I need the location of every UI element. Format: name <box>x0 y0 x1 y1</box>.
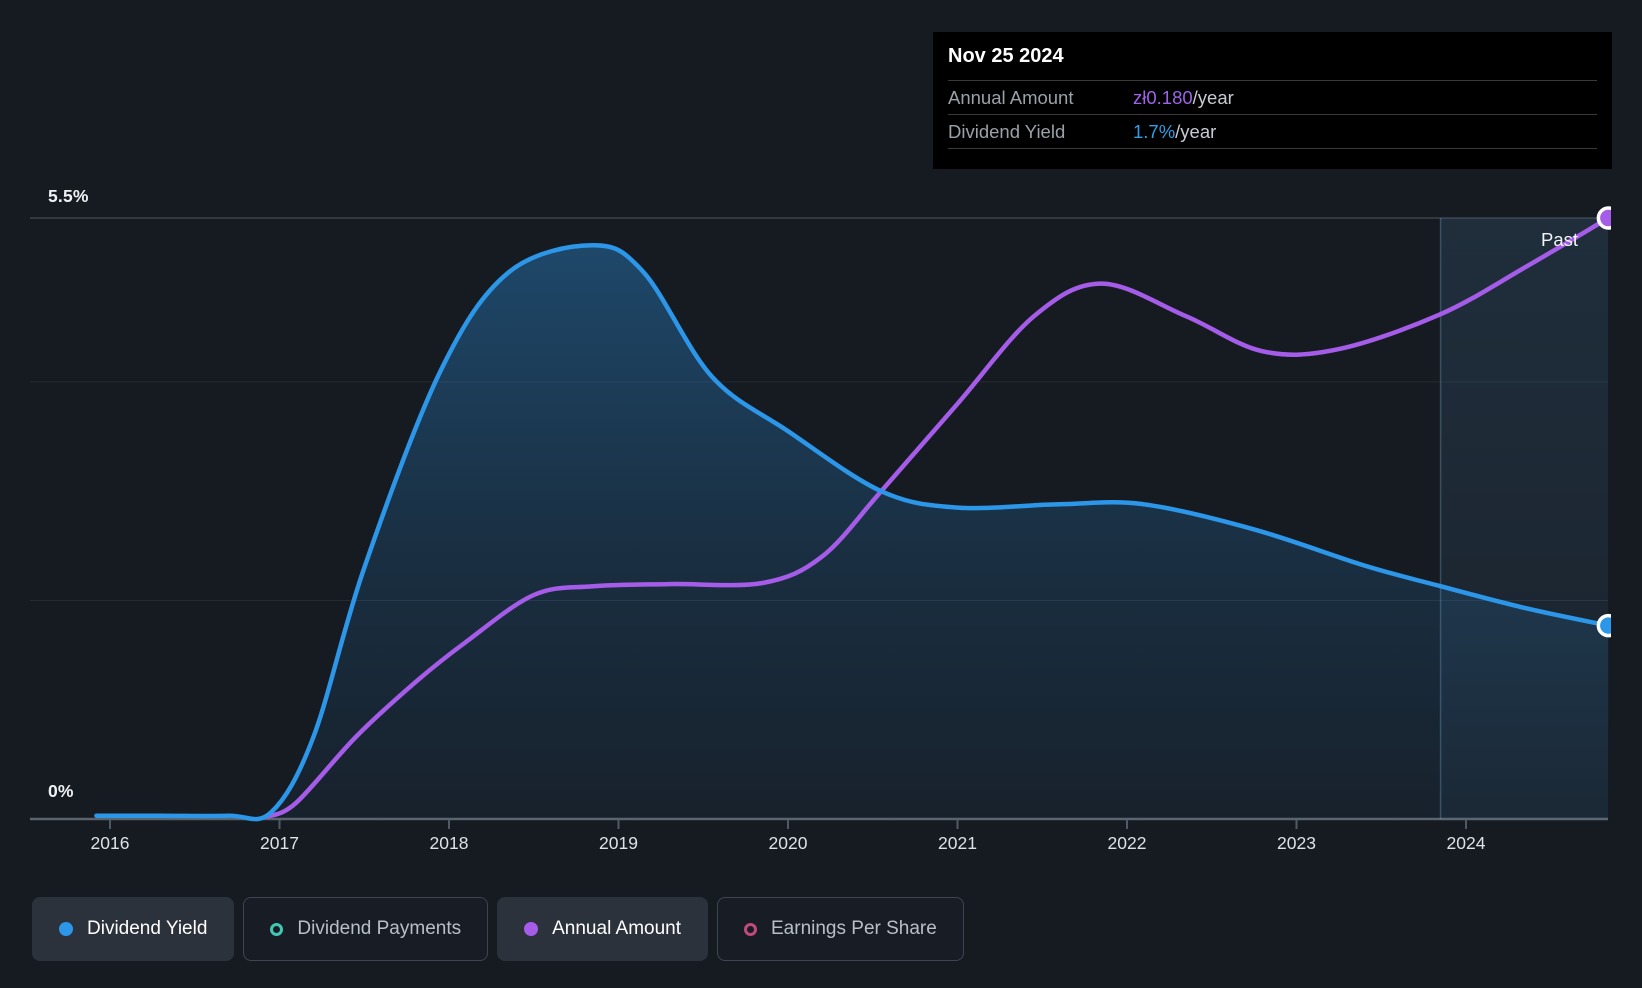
tooltip-date: Nov 25 2024 <box>948 32 1597 81</box>
tooltip-row-dividend-yield: Dividend Yield 1.7%/year <box>948 115 1597 149</box>
tooltip-row-annual-amount: Annual Amount zł0.180/year <box>948 81 1597 115</box>
tooltip-value: 1.7% <box>1133 120 1176 142</box>
legend-button-annual-amount[interactable]: Annual Amount <box>497 897 708 961</box>
chart-legend: Dividend Yield Dividend Payments Annual … <box>32 897 964 961</box>
dividend-yield-dot-icon <box>59 922 73 936</box>
legend-button-dividend-yield[interactable]: Dividend Yield <box>32 897 235 961</box>
x-tick-label: 2022 <box>1107 833 1147 853</box>
legend-label: Annual Amount <box>552 918 681 939</box>
tooltip-label: Annual Amount <box>948 86 1074 108</box>
dividend-payments-ring-icon <box>270 922 284 936</box>
x-tick-label: 2017 <box>260 833 299 853</box>
legend-label: Earnings Per Share <box>771 918 937 939</box>
legend-label: Dividend Yield <box>87 918 208 939</box>
x-tick-label: 2020 <box>768 833 808 853</box>
x-tick-label: 2016 <box>90 833 130 853</box>
earnings-per-share-ring-icon <box>744 922 757 936</box>
tooltip-value-suffix: /year <box>1192 86 1234 108</box>
x-tick-label: 2023 <box>1277 833 1316 853</box>
x-tick-label: 2018 <box>429 833 469 853</box>
y-axis-min-label: 0% <box>48 781 74 801</box>
legend-label: Dividend Payments <box>297 918 462 939</box>
tooltip-label: Dividend Yield <box>948 120 1066 142</box>
x-tick-label: 2021 <box>938 833 977 853</box>
x-tick-label: 2024 <box>1446 833 1486 853</box>
tooltip-value-suffix: /year <box>1175 120 1217 142</box>
annual-amount-dot-icon <box>524 922 539 936</box>
legend-button-earnings-per-share[interactable]: Earnings Per Share <box>717 897 964 961</box>
y-axis-max-label: 5.5% <box>48 186 89 206</box>
chart-tooltip: Nov 25 2024 Annual Amount zł0.180/year D… <box>933 32 1612 169</box>
past-region-label: Past <box>1541 229 1579 250</box>
legend-button-dividend-payments[interactable]: Dividend Payments <box>243 897 489 961</box>
x-tick-label: 2019 <box>599 833 638 853</box>
tooltip-value: zł0.180 <box>1133 86 1193 108</box>
